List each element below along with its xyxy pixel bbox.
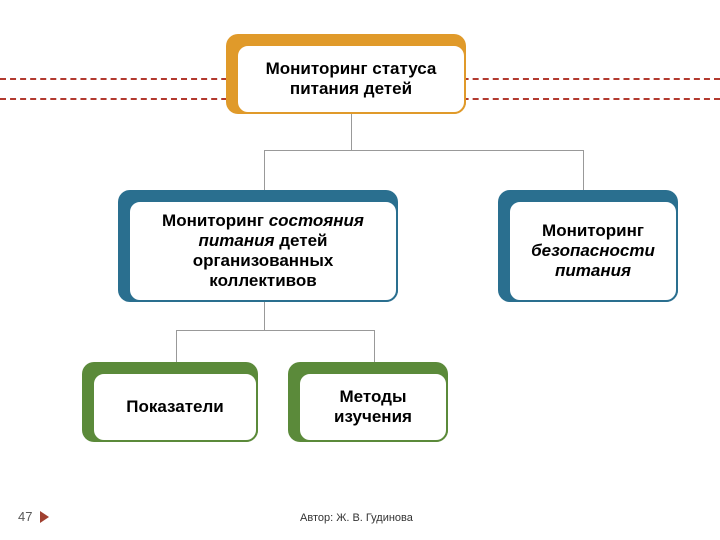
node-leaf-right-line1: Методы	[340, 387, 407, 406]
connector	[176, 330, 374, 331]
author-text: Автор: Ж. В. Гудинова	[300, 512, 413, 524]
connector	[351, 114, 352, 150]
node-mid-left: Мониторинг состояния питания детей орган…	[118, 190, 398, 302]
connector	[264, 302, 265, 330]
connector	[583, 150, 584, 190]
node-leaf-left: Показатели	[82, 362, 258, 442]
node-leaf-right: Методы изучения	[288, 362, 448, 442]
connector	[264, 150, 265, 190]
node-mid-right: Мониторинг безопасности питания	[498, 190, 678, 302]
node-mid-left-text: Мониторинг состояния питания детей орган…	[140, 211, 386, 291]
connector	[176, 330, 177, 362]
node-root-line2: питания детей	[290, 79, 412, 98]
node-root-line1: Мониторинг статуса	[266, 59, 437, 78]
page-number: 47	[18, 509, 32, 524]
connector	[264, 150, 583, 151]
connector	[374, 330, 375, 362]
node-root: Мониторинг статуса питания детей	[226, 34, 466, 114]
title-marker-icon	[40, 511, 49, 523]
node-mid-right-text: Мониторинг безопасности питания	[520, 221, 666, 281]
node-leaf-right-line2: изучения	[334, 407, 412, 426]
node-leaf-left-text: Показатели	[126, 397, 223, 417]
